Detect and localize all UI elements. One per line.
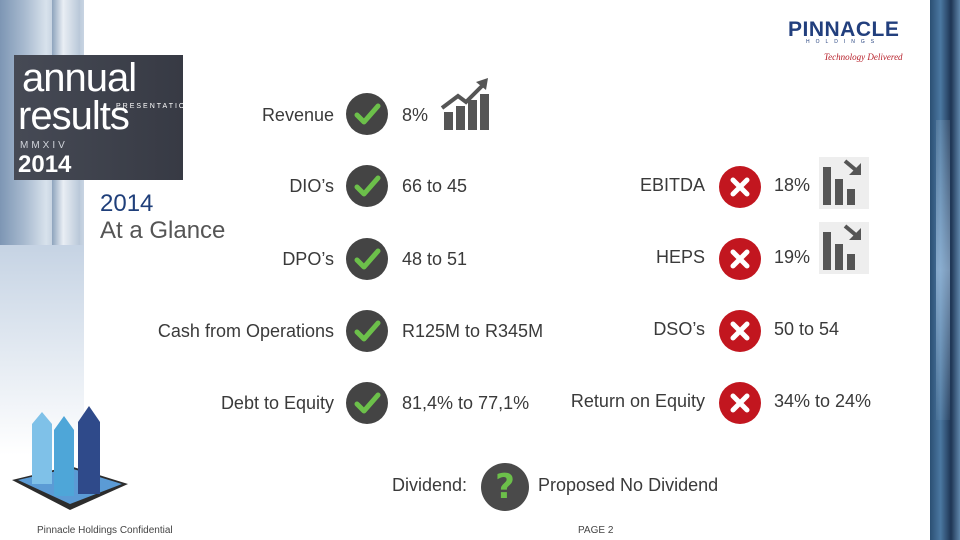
footer-confidential: Pinnacle Holdings Confidential: [37, 525, 173, 536]
question-icon: ?: [481, 463, 529, 511]
metric-label-return-on-equity: Return on Equity: [570, 391, 705, 411]
metric-label-heps: HEPS: [655, 247, 705, 267]
metric-value-cash-from-operations: R125M to R345M: [402, 321, 544, 341]
pinnacle-logo: PINNACLE HOLDINGS Technology Delivered: [788, 18, 906, 68]
metric-label-revenue: Revenue: [261, 105, 334, 125]
metric-label-ebitda: EBITDA: [639, 175, 705, 195]
check-icon: [346, 382, 388, 424]
metric-value-revenue: 8%: [402, 105, 429, 125]
metric-label-dio: DIO’s: [289, 176, 334, 196]
metric-value-return-on-equity: 34% to 24%: [774, 391, 872, 411]
trend-down-icon: [819, 157, 869, 209]
metric-value-dpo: 48 to 51: [402, 249, 468, 269]
metric-label-dpo: DPO’s: [282, 249, 334, 269]
cross-icon: [719, 382, 761, 424]
results-word: results: [18, 94, 130, 138]
heading-year: 2014: [100, 190, 154, 217]
cross-icon: [719, 238, 761, 280]
trend-down-icon: [819, 222, 869, 274]
trend-up-icon: [440, 76, 490, 130]
annual-results-banner: [14, 55, 183, 180]
metric-value-heps: 19%: [774, 247, 811, 267]
metric-value-ebitda: 18%: [774, 175, 811, 195]
metric-label-debt-to-equity: Debt to Equity: [220, 393, 334, 413]
dividend-value: Proposed No Dividend: [538, 475, 719, 495]
logo-sub: HOLDINGS: [806, 39, 881, 45]
metric-label-cash-from-operations: Cash from Operations: [157, 321, 334, 341]
tablet-buildings-illustration: [10, 400, 130, 518]
dividend-label: Dividend:: [391, 475, 467, 495]
building-photo-right: [930, 0, 960, 540]
heading-title: At a Glance: [100, 217, 226, 244]
check-icon: [346, 93, 388, 135]
check-icon: [346, 165, 388, 207]
roman-year: MMXIV: [20, 140, 68, 151]
metric-value-debt-to-equity: 81,4% to 77,1%: [402, 393, 530, 413]
banner-year: 2014: [18, 151, 72, 178]
logo-name: PINNACLE: [788, 18, 900, 41]
logo-tagline: Technology Delivered: [824, 52, 903, 62]
metric-label-dso: DSO’s: [653, 319, 705, 339]
cross-icon: [719, 166, 761, 208]
footer-page-number: PAGE 2: [578, 525, 614, 536]
presentation-word: PRESENTATION: [116, 103, 194, 110]
cross-icon: [719, 310, 761, 352]
check-icon: [346, 238, 388, 280]
check-icon: [346, 310, 388, 352]
metric-value-dso: 50 to 54: [774, 319, 840, 339]
metric-value-dio: 66 to 45: [402, 176, 468, 196]
annual-word: annual: [22, 56, 137, 100]
